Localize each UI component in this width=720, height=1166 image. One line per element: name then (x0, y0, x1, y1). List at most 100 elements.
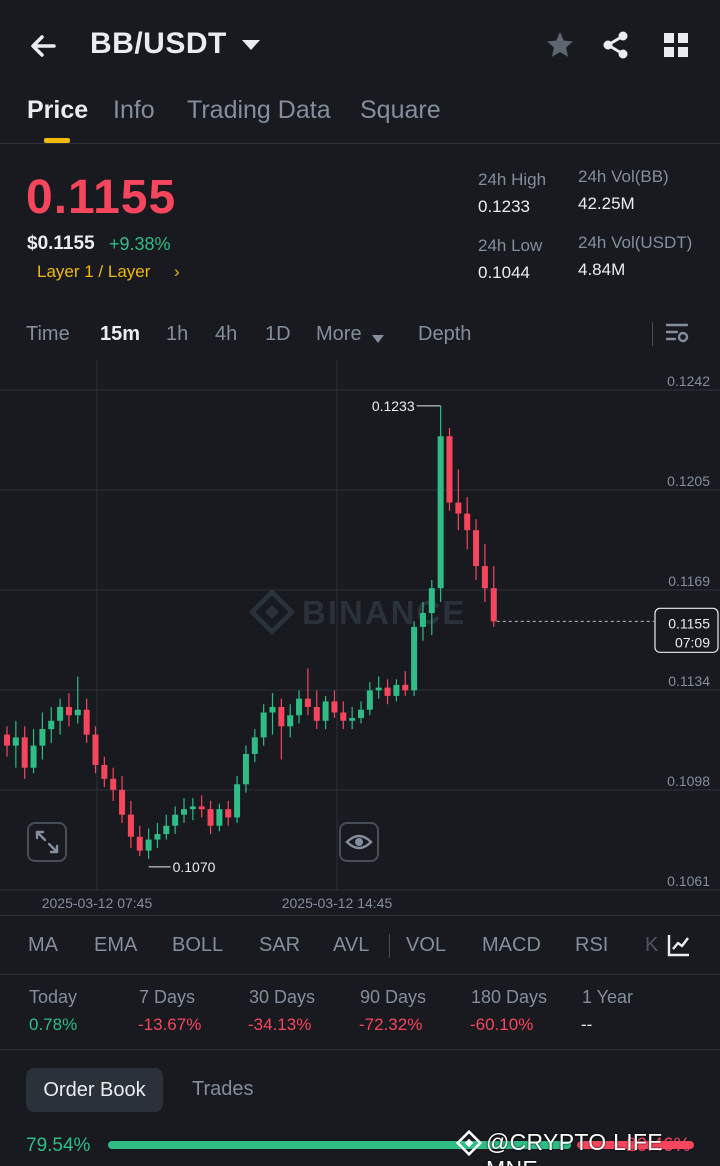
share-icon[interactable] (600, 29, 632, 61)
current-price-tag (654, 607, 719, 653)
perf-label-30d: 30 Days (249, 987, 316, 1007)
candle-body (446, 436, 453, 503)
candle-body (304, 698, 311, 707)
indicator-avl[interactable]: AVL (333, 934, 370, 956)
candle-body (358, 709, 364, 719)
favorite-star-icon[interactable] (544, 29, 576, 61)
candle-body (12, 737, 19, 746)
candle-body (490, 588, 497, 622)
vol-quote-value: 4.84M (578, 260, 626, 279)
perf-label-1y: 1 Year (582, 987, 634, 1007)
interval-1h[interactable]: 1h (166, 323, 189, 345)
tab-square[interactable]: Square (360, 96, 441, 124)
x-tick-label: 2025-03-12 07:45 (42, 895, 153, 911)
chevron-right-icon[interactable]: › (174, 262, 180, 281)
candle-body (331, 701, 338, 713)
perf-label-7d: 7 Days (139, 987, 196, 1007)
candle-body (181, 809, 187, 815)
tab-trades[interactable]: Trades (192, 1078, 254, 1100)
interval-4h[interactable]: 4h (215, 323, 238, 345)
candle-body (287, 715, 294, 727)
chart-settings-icon[interactable] (664, 320, 690, 346)
candle-body (428, 588, 435, 614)
chart-grid (0, 360, 720, 891)
candle-body (402, 684, 409, 691)
vol-base-value: 42.25M (578, 194, 635, 213)
more-caret-icon[interactable] (372, 330, 384, 343)
interval-time[interactable]: Time (26, 323, 70, 345)
candle-body (349, 718, 356, 721)
interval-depth[interactable]: Depth (418, 323, 472, 345)
candle-body (340, 712, 347, 721)
indicator-sar[interactable]: SAR (259, 934, 301, 956)
perf-label-90d: 90 Days (360, 987, 427, 1007)
tab-order-book[interactable]: Order Book (26, 1068, 163, 1112)
indicator-k[interactable]: K (645, 934, 659, 956)
divider (0, 974, 720, 975)
candle-body (101, 764, 108, 779)
eye-icon (345, 834, 373, 850)
tab-info[interactable]: Info (113, 96, 155, 124)
tab-trading-data[interactable]: Trading Data (187, 96, 331, 124)
active-tab-indicator (44, 138, 70, 143)
buy-percent: 79.54% (26, 1135, 91, 1156)
binance-watermark: BINANCE (248, 588, 464, 636)
high-label: 24h High (478, 170, 547, 189)
expand-icon (35, 830, 59, 854)
back-button[interactable] (24, 28, 64, 64)
divider (0, 1049, 720, 1050)
high-value: 0.1233 (478, 197, 530, 216)
indicator-boll[interactable]: BOLL (172, 934, 224, 956)
pair-dropdown-caret-icon[interactable] (240, 36, 262, 54)
candle-body (4, 734, 10, 746)
low-value: 0.1044 (478, 263, 530, 282)
candle-body (48, 720, 55, 730)
candle-body (207, 809, 214, 826)
candle-body (119, 789, 126, 815)
indicator-ma[interactable]: MA (28, 934, 58, 956)
candle-body (198, 806, 205, 810)
change-percent: +9.38% (109, 234, 171, 254)
usd-price: $0.1155 (27, 233, 95, 254)
expand-button[interactable] (27, 822, 67, 862)
candle-body (145, 839, 152, 851)
tab-price[interactable]: Price (27, 96, 89, 124)
vol-base-label: 24h Vol(BB) (578, 167, 669, 186)
candle-body (163, 825, 170, 835)
x-axis-labels: 2025-03-12 07:45 2025-03-12 14:45 (42, 895, 393, 911)
candles (4, 405, 497, 859)
price-markers: 0.1233 0.1070 0.1155 07:09 (148, 398, 719, 875)
divider (652, 322, 653, 346)
indicator-vol[interactable]: VOL (406, 934, 447, 956)
category-link[interactable]: Layer 1 / Layer (37, 262, 151, 281)
indicator-rsi[interactable]: RSI (575, 934, 609, 956)
interval-1d[interactable]: 1D (265, 323, 291, 345)
candle-body (437, 436, 444, 589)
buy-ratio-fill (108, 1141, 572, 1149)
perf-label-today: Today (29, 987, 78, 1007)
candle-body (455, 502, 462, 514)
overlay-watermark-text: @CRYPTO LIFE MNE (486, 1129, 663, 1166)
interval-more[interactable]: More (316, 323, 362, 345)
interval-15m[interactable]: 15m (100, 323, 141, 345)
pair-title[interactable]: BB/USDT (90, 27, 227, 60)
candle-body (65, 706, 72, 716)
x-tick-label: 2025-03-12 14:45 (282, 895, 393, 911)
candle-body (83, 709, 90, 735)
grid-menu-icon[interactable] (660, 29, 692, 61)
indicator-chart-icon[interactable] (666, 932, 692, 958)
candle-body (481, 566, 488, 589)
candle-body (127, 814, 134, 837)
indicator-macd[interactable]: MACD (482, 934, 541, 956)
candle-body (234, 784, 241, 818)
indicator-ema[interactable]: EMA (94, 934, 138, 956)
binance-logo-icon (456, 1129, 483, 1157)
candle-body (216, 809, 223, 826)
y-tick-label: 0.1169 (668, 573, 710, 589)
divider (0, 915, 720, 916)
header-bar: BB/USDT (0, 0, 720, 90)
candle-body (384, 687, 391, 696)
eye-button[interactable] (339, 822, 379, 862)
perf-value-7d: -13.67% (138, 1015, 202, 1034)
